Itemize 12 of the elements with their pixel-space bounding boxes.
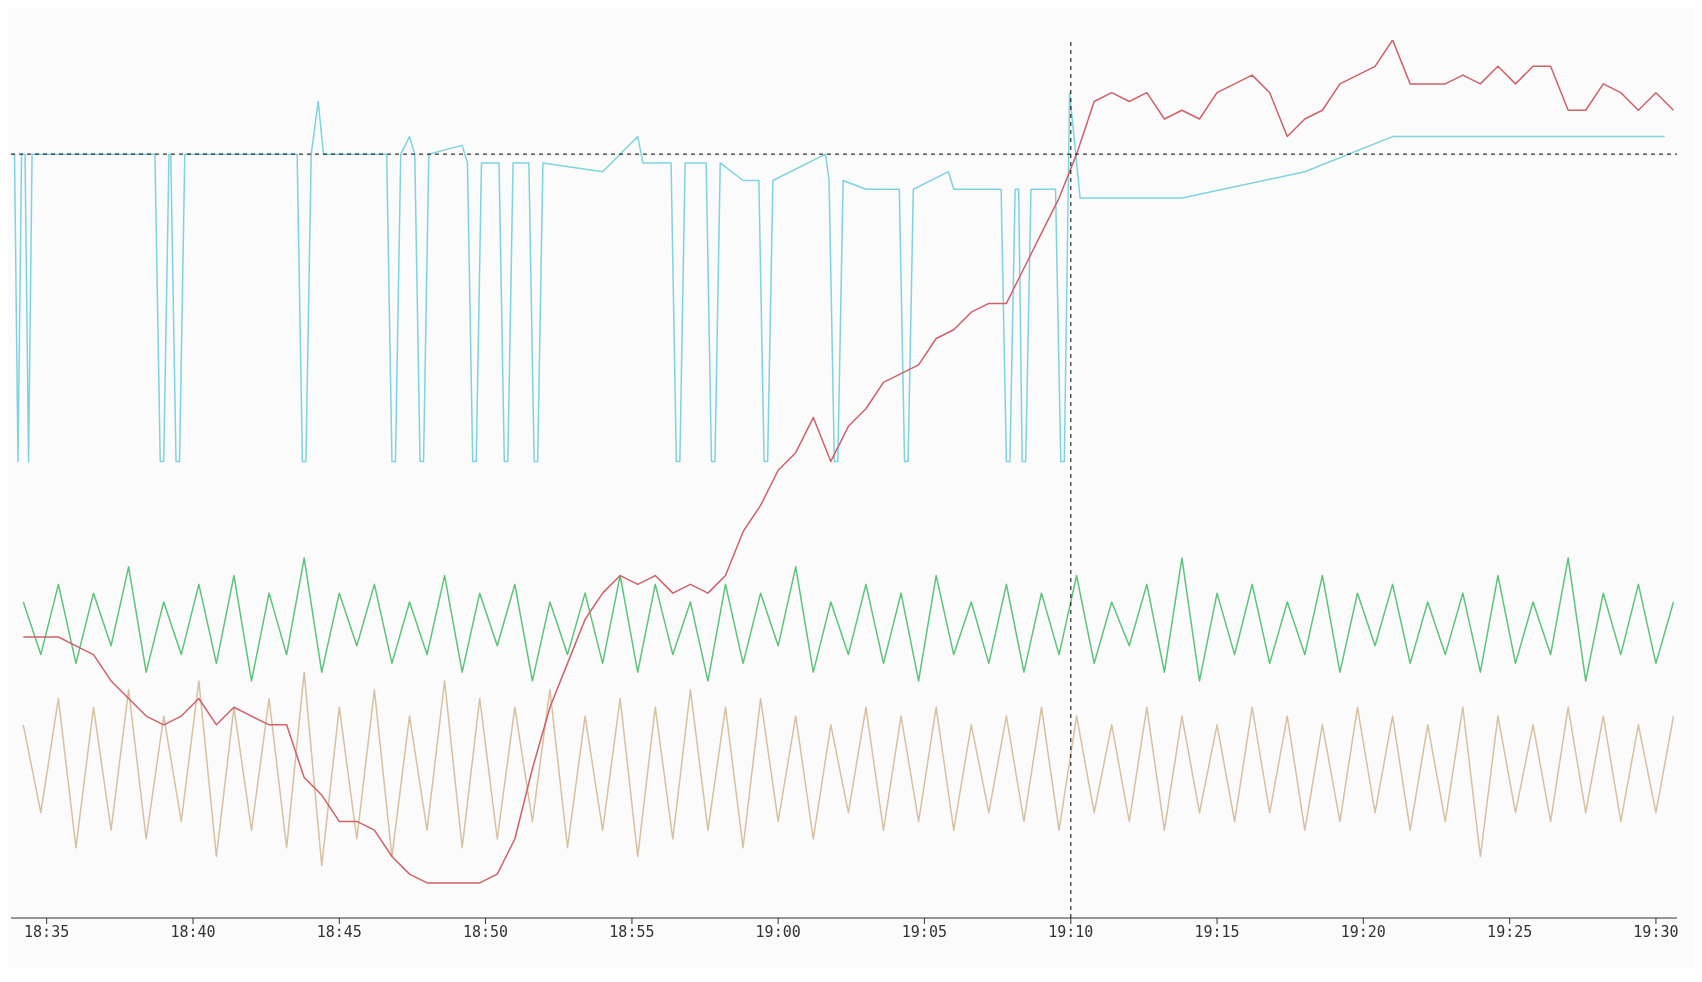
- x-tick-label: 19:25: [1487, 922, 1533, 941]
- x-tick-label: 19:10: [1048, 922, 1094, 941]
- x-tick-label: 18:40: [170, 922, 216, 941]
- x-tick-label: 19:15: [1194, 922, 1240, 941]
- x-tick-label: 19:05: [901, 922, 947, 941]
- x-tick-label: 18:35: [24, 922, 70, 941]
- x-tick-label: 18:55: [609, 922, 655, 941]
- x-tick-label: 18:50: [462, 922, 509, 941]
- x-tick-label: 18:45: [316, 922, 362, 941]
- x-tick-label: 19:00: [755, 922, 801, 941]
- x-tick-label: 19:30: [1633, 922, 1679, 941]
- x-tick-label: 19:20: [1340, 922, 1386, 941]
